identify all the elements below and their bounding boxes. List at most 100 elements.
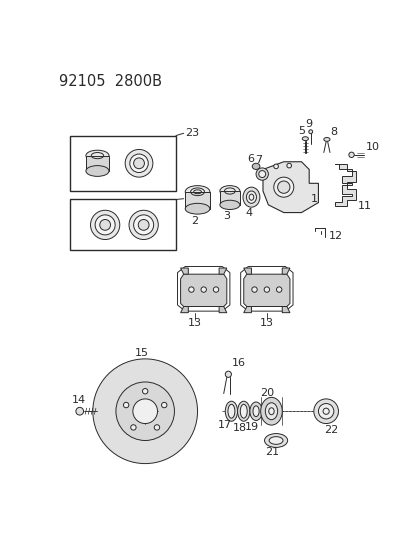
Ellipse shape [268, 437, 282, 445]
Polygon shape [218, 268, 226, 274]
Polygon shape [243, 268, 251, 274]
Text: 4: 4 [245, 207, 252, 217]
Ellipse shape [213, 287, 218, 292]
Polygon shape [180, 268, 188, 274]
Ellipse shape [273, 164, 278, 168]
Polygon shape [243, 274, 289, 306]
Ellipse shape [276, 287, 281, 292]
Ellipse shape [322, 408, 328, 414]
Ellipse shape [264, 433, 287, 447]
Text: 17: 17 [218, 420, 232, 430]
Ellipse shape [251, 287, 256, 292]
Ellipse shape [273, 177, 293, 197]
Ellipse shape [258, 171, 265, 177]
Ellipse shape [240, 405, 247, 418]
Ellipse shape [313, 399, 338, 424]
Text: 18: 18 [232, 423, 247, 433]
Circle shape [93, 359, 197, 464]
Ellipse shape [201, 287, 206, 292]
Ellipse shape [90, 210, 119, 239]
Ellipse shape [348, 152, 354, 158]
Text: 13: 13 [259, 318, 273, 328]
Polygon shape [85, 156, 109, 171]
Ellipse shape [188, 287, 194, 292]
Text: 24: 24 [185, 193, 199, 204]
Text: 1: 1 [310, 193, 317, 204]
Text: 23: 23 [185, 128, 199, 138]
Text: 12: 12 [328, 231, 342, 241]
Ellipse shape [133, 215, 153, 235]
Ellipse shape [308, 130, 312, 134]
Ellipse shape [228, 405, 234, 418]
Ellipse shape [129, 154, 148, 173]
Ellipse shape [252, 406, 259, 417]
Ellipse shape [85, 166, 109, 176]
Polygon shape [243, 306, 251, 313]
Text: 9: 9 [304, 119, 311, 129]
Polygon shape [334, 164, 355, 206]
Ellipse shape [95, 215, 115, 235]
Ellipse shape [256, 168, 268, 180]
Ellipse shape [318, 403, 333, 419]
Ellipse shape [252, 163, 259, 169]
Ellipse shape [125, 149, 152, 177]
Polygon shape [185, 192, 209, 209]
Ellipse shape [129, 210, 158, 239]
Text: 10: 10 [365, 142, 378, 152]
Ellipse shape [268, 408, 273, 415]
Ellipse shape [277, 181, 289, 193]
Ellipse shape [265, 403, 277, 419]
Ellipse shape [237, 401, 249, 421]
Ellipse shape [323, 138, 329, 141]
Text: 8: 8 [329, 127, 336, 138]
Ellipse shape [161, 402, 166, 408]
Polygon shape [282, 306, 289, 313]
Text: 14: 14 [72, 395, 86, 406]
Circle shape [133, 399, 157, 424]
Polygon shape [219, 191, 239, 205]
Text: 13: 13 [188, 318, 202, 328]
Ellipse shape [242, 187, 259, 207]
Text: 19: 19 [244, 422, 259, 432]
Text: 22: 22 [323, 425, 337, 435]
Polygon shape [180, 274, 226, 306]
Ellipse shape [185, 203, 209, 214]
Text: 6: 6 [246, 154, 253, 164]
Ellipse shape [260, 398, 282, 425]
Ellipse shape [219, 200, 239, 209]
Ellipse shape [76, 407, 83, 415]
Text: 2: 2 [190, 216, 197, 226]
Ellipse shape [85, 150, 109, 161]
Ellipse shape [246, 191, 256, 203]
Text: 21: 21 [265, 447, 279, 457]
Polygon shape [282, 268, 289, 274]
Ellipse shape [142, 389, 147, 394]
Polygon shape [218, 306, 226, 313]
Ellipse shape [154, 425, 159, 430]
Ellipse shape [263, 287, 269, 292]
Ellipse shape [301, 137, 308, 141]
Ellipse shape [225, 371, 231, 377]
Ellipse shape [123, 402, 128, 408]
Ellipse shape [131, 425, 136, 430]
Ellipse shape [138, 220, 149, 230]
Ellipse shape [249, 402, 261, 421]
Text: 7: 7 [254, 155, 261, 165]
Text: 92105  2800B: 92105 2800B [59, 74, 161, 89]
Circle shape [116, 382, 174, 440]
Polygon shape [180, 306, 188, 313]
Ellipse shape [286, 163, 291, 168]
Ellipse shape [133, 158, 144, 168]
Text: 11: 11 [357, 201, 371, 212]
Ellipse shape [219, 185, 239, 196]
Text: 3: 3 [223, 211, 230, 221]
Ellipse shape [185, 185, 209, 198]
Bar [69, 199, 176, 249]
Text: 15: 15 [135, 348, 149, 358]
Polygon shape [262, 161, 318, 213]
Ellipse shape [225, 401, 237, 421]
Text: 5: 5 [297, 126, 304, 136]
Bar [69, 135, 176, 191]
Text: 20: 20 [260, 387, 274, 398]
Text: 16: 16 [231, 359, 245, 368]
